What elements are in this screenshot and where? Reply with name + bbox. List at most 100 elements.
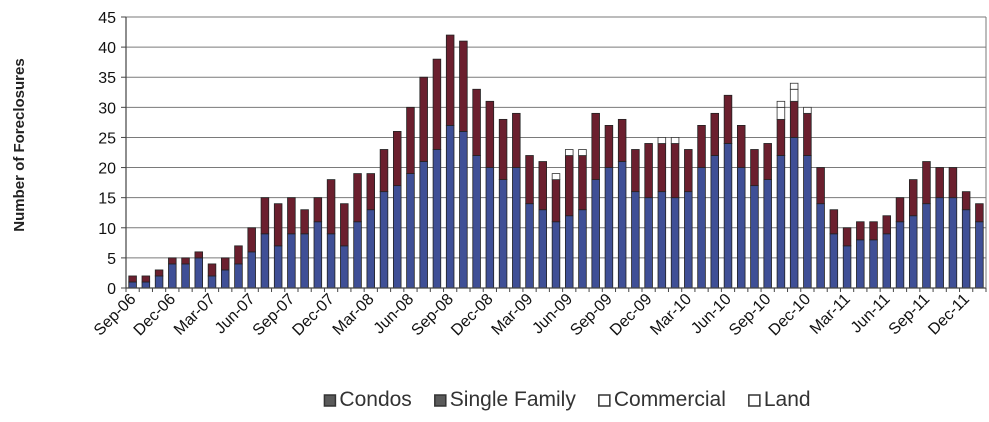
bar-condos	[128, 275, 137, 283]
x-tick-label: Dec-11	[925, 291, 973, 339]
x-tick-label: Mar-10	[647, 291, 695, 339]
bar-commercial	[578, 149, 587, 156]
bar-condos	[789, 100, 799, 138]
bar-condos	[975, 203, 984, 223]
bar-condos	[459, 40, 468, 132]
bar-single-family	[948, 197, 958, 289]
bar-condos	[525, 155, 534, 205]
bar-single-family	[869, 239, 878, 289]
axes	[121, 16, 987, 292]
bar-condos	[564, 155, 574, 217]
x-tick-label: Mar-08	[330, 291, 378, 339]
bar-single-family	[644, 197, 653, 289]
bar-single-family	[525, 203, 534, 289]
bar-condos	[313, 197, 323, 223]
bar-single-family	[908, 215, 918, 289]
bar-single-family	[564, 215, 574, 289]
bar-single-family	[750, 185, 759, 289]
bar-condos	[220, 257, 230, 271]
bar-condos	[247, 227, 256, 253]
grid-lines	[126, 16, 986, 259]
bar-single-family	[445, 125, 455, 289]
bar-condos	[591, 112, 600, 180]
bar-single-family	[300, 233, 309, 289]
bar-land	[789, 82, 799, 90]
bar-condos	[856, 221, 865, 241]
bar-condos	[445, 34, 455, 126]
bar-single-family	[856, 239, 865, 289]
y-tick-labels: 0 5 10 15 20 25 30 35 40 45	[98, 10, 116, 298]
bar-condos	[922, 161, 931, 205]
x-tick-label: Sep-06	[91, 291, 140, 340]
bar-single-family	[207, 275, 217, 289]
bar-condos	[512, 112, 521, 168]
legend-label-land: Land	[764, 388, 811, 411]
bar-single-family	[247, 251, 256, 289]
y-tick-label: 0	[107, 281, 116, 298]
legend-swatch-single-family	[434, 394, 447, 407]
bar-single-family	[498, 179, 508, 289]
x-tick-label: Mar-07	[171, 291, 219, 339]
bar-single-family	[406, 173, 415, 289]
bar-condos	[366, 173, 376, 211]
bar-condos	[697, 125, 706, 168]
bar-single-family	[260, 233, 270, 289]
bar-single-family	[723, 143, 733, 289]
legend-label-single-family: Single Family	[450, 388, 577, 411]
bar-single-family	[631, 191, 640, 289]
bar-condos	[908, 179, 918, 217]
x-tick-label: Sep-10	[726, 291, 775, 340]
bar-commercial	[657, 137, 667, 144]
bar-single-family	[313, 221, 323, 289]
y-tick-label: 15	[98, 191, 116, 208]
bar-condos	[353, 173, 362, 223]
bar-commercial	[670, 137, 680, 144]
bar-single-family	[736, 167, 746, 289]
bar-condos	[816, 167, 825, 205]
legend: Condos Single Family Commercial Land	[323, 388, 811, 411]
bar-single-family	[684, 191, 693, 289]
x-tick-label: Dec-09	[607, 291, 656, 340]
bar-single-family	[816, 203, 825, 289]
x-tick-label: Sep-09	[567, 291, 616, 340]
bar-condos	[260, 197, 270, 235]
bar-single-family	[829, 233, 839, 289]
bar-condos	[763, 143, 772, 180]
bar-single-family	[353, 221, 362, 289]
x-tick-label: Mar-11	[807, 291, 854, 338]
bar-single-family	[141, 281, 151, 289]
bar-condos	[617, 118, 627, 162]
bar-single-family	[882, 233, 892, 289]
bar-single-family	[842, 245, 852, 289]
bar-condos	[882, 215, 892, 235]
bar-commercial	[776, 106, 786, 120]
bar-single-family	[287, 233, 296, 289]
bar-single-family	[273, 245, 283, 289]
bar-condos	[684, 149, 693, 193]
legend-swatch-land	[748, 394, 761, 407]
bar-condos	[419, 76, 428, 162]
bar-condos	[392, 131, 402, 187]
bar-condos	[736, 125, 746, 168]
y-tick-label: 20	[98, 161, 116, 178]
bar-condos	[776, 118, 786, 156]
bar-condos	[578, 155, 587, 211]
bar-single-family	[697, 167, 706, 289]
bar-commercial	[803, 106, 812, 114]
bar-condos	[723, 94, 733, 144]
bar-condos	[273, 203, 283, 247]
bar-condos	[234, 245, 243, 265]
bar-condos	[631, 149, 640, 193]
bar-single-family	[617, 161, 627, 289]
bar-condos	[154, 269, 164, 277]
x-tick-label: Sep-07	[250, 291, 299, 340]
bar-single-family	[432, 149, 442, 289]
bar-single-family	[710, 155, 720, 289]
bar-land	[776, 100, 786, 108]
y-tick-label: 25	[98, 130, 116, 147]
bar-single-family	[657, 191, 667, 289]
x-tick-label: Sep-08	[408, 291, 457, 340]
bar-condos	[472, 88, 481, 156]
bar-condos	[538, 161, 548, 211]
